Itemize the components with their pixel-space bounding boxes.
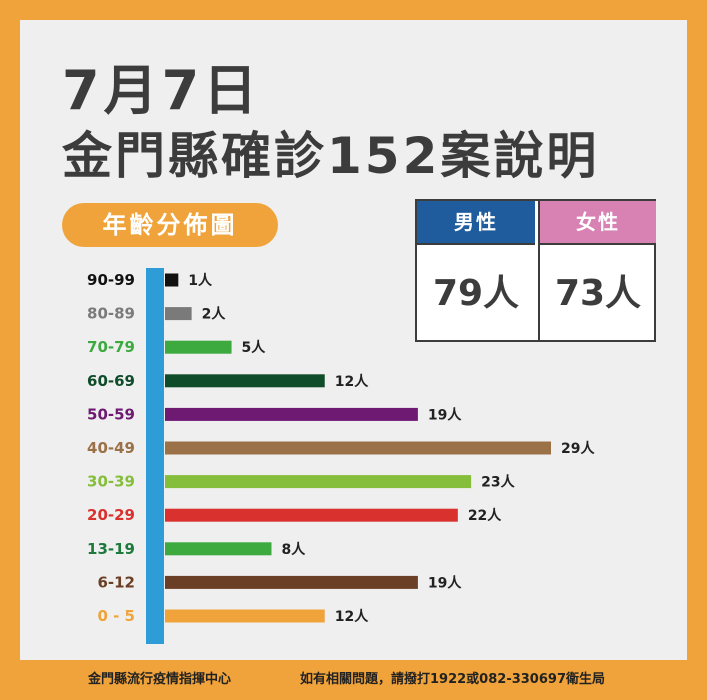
case-title: 金門縣確診152案說明: [62, 127, 600, 185]
chart-axis: [146, 268, 164, 644]
age-tick-label: 80-89: [87, 305, 135, 323]
bar-value-label: 19人: [428, 574, 462, 591]
bar-value-label: 1人: [188, 272, 213, 289]
age-bar: [165, 374, 325, 388]
age-tick-label: 90-99: [87, 271, 135, 289]
bar-value-label: 19人: [428, 406, 462, 423]
bar-value-label: 2人: [202, 306, 227, 323]
age-bar: [165, 475, 472, 489]
age-tick-label: 60-69: [87, 372, 135, 390]
age-bar: [165, 508, 458, 522]
age-bar: [165, 609, 325, 623]
male-header: 男性: [417, 201, 535, 243]
age-tick-label: 70-79: [87, 338, 135, 356]
date-title: 7月7日: [62, 59, 262, 122]
female-header: 女性: [540, 201, 656, 243]
age-tick-label: 30-39: [87, 473, 135, 491]
age-tick-label: 6-12: [97, 573, 135, 591]
age-tick-label: 0 - 5: [97, 607, 135, 625]
age-bar: [165, 340, 232, 354]
age-tick-label: 50-59: [87, 405, 135, 423]
age-distribution-label: 年齡分佈圖: [62, 203, 278, 247]
gender-table: 男性 79人 女性 73人: [415, 199, 656, 342]
age-tick-label: 13-19: [87, 540, 135, 558]
bar-value-label: 5人: [242, 339, 267, 356]
female-column: 女性 73人: [538, 201, 656, 340]
bar-value-label: 12人: [335, 373, 369, 390]
age-bar: [165, 307, 192, 321]
bar-value-label: 22人: [468, 507, 502, 524]
bar-value-label: 12人: [335, 608, 369, 625]
male-column: 男性 79人: [417, 201, 535, 340]
footer-organization: 金門縣流行疫情指揮中心: [88, 672, 232, 687]
bar-value-label: 29人: [561, 440, 595, 457]
bar-value-label: 23人: [481, 474, 515, 491]
age-bar: [165, 441, 551, 455]
age-tick-label: 40-49: [87, 439, 135, 457]
age-bar: [165, 575, 418, 589]
female-count: 73人: [540, 243, 656, 340]
male-count: 79人: [417, 243, 535, 340]
age-tick-label: 20-29: [87, 506, 135, 524]
age-bar: [165, 273, 179, 287]
age-bar: [165, 542, 272, 556]
age-bar: [165, 407, 418, 421]
footer-contact: 如有相關問題，請撥打1922或082-330697衛生局: [300, 672, 605, 687]
bar-value-label: 8人: [281, 541, 306, 558]
